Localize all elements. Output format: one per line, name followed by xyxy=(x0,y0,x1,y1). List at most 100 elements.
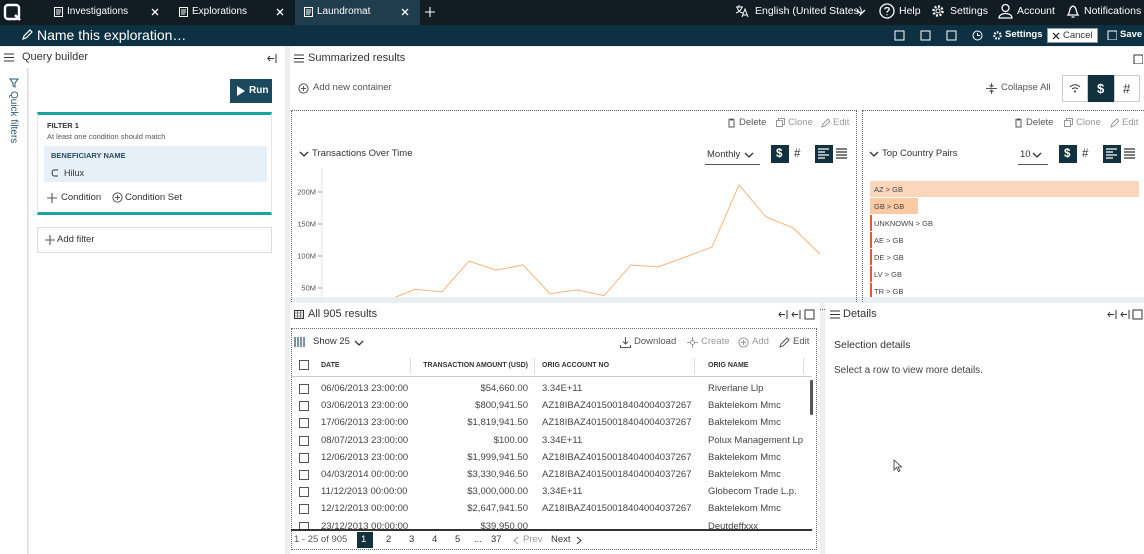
page-link[interactable]: 3 xyxy=(409,534,415,545)
table-cell: Globecom Trade L.p. xyxy=(708,486,797,498)
table-action[interactable]: Create xyxy=(701,336,730,347)
notifications[interactable]: Notifications xyxy=(1084,5,1142,17)
row-checkbox[interactable] xyxy=(299,418,309,429)
table-action[interactable]: Add xyxy=(752,336,769,347)
help[interactable]: Help xyxy=(899,5,921,17)
checkbox[interactable] xyxy=(299,360,309,370)
details-icon xyxy=(830,310,840,319)
page-link[interactable]: 5 xyxy=(455,534,461,545)
table-cell: Baktelekom Mmc xyxy=(708,417,781,429)
column-header[interactable]: DATE xyxy=(321,362,340,369)
scrollbar xyxy=(810,380,813,415)
count-button[interactable] xyxy=(789,145,807,163)
maximize-icon[interactable] xyxy=(804,309,815,320)
container-action[interactable]: Clone xyxy=(1076,117,1101,128)
column-header[interactable]: TRANSACTION AMOUNT (USD) xyxy=(423,362,528,369)
tab[interactable]: Laundromat xyxy=(317,6,371,17)
toggle-signal[interactable] xyxy=(1062,75,1088,102)
page-link[interactable]: 2 xyxy=(386,534,392,545)
page-link[interactable]: 1 xyxy=(361,534,367,545)
container-action[interactable]: Clone xyxy=(788,117,813,128)
new-tab[interactable] xyxy=(425,7,435,17)
container-action[interactable]: Edit xyxy=(833,117,850,128)
toolbar-icon[interactable] xyxy=(894,30,905,41)
account[interactable]: Account xyxy=(1017,5,1055,17)
collapse-chevron[interactable] xyxy=(299,150,309,158)
add-condition-set[interactable]: Condition Set xyxy=(125,192,183,203)
page-size[interactable]: Show 25 xyxy=(313,336,350,347)
add-container[interactable]: Add new container xyxy=(313,82,392,93)
tab-close-part xyxy=(151,8,159,16)
toggle-count[interactable] xyxy=(1114,75,1140,102)
tab-close[interactable] xyxy=(151,8,159,16)
row-checkbox[interactable] xyxy=(299,487,309,498)
toolbar-icon[interactable] xyxy=(920,30,931,41)
action-icon xyxy=(1015,118,1022,128)
collapse-all[interactable]: Collapse All xyxy=(1001,82,1051,93)
cancel-label[interactable]: Cancel xyxy=(1063,29,1093,41)
table-action[interactable]: Download xyxy=(634,336,677,347)
toolbar-gear xyxy=(993,31,1002,40)
tab[interactable]: Investigations xyxy=(67,6,129,17)
condition-box[interactable] xyxy=(44,146,267,182)
tab-active xyxy=(295,0,420,25)
count-button[interactable] xyxy=(1077,145,1095,163)
row-checkbox[interactable] xyxy=(299,470,309,480)
action-icon xyxy=(776,118,785,127)
language[interactable]: English (United States) xyxy=(755,5,863,17)
quick-filters[interactable]: Quick filters xyxy=(8,91,19,144)
run-label[interactable]: Run xyxy=(249,85,269,96)
collapse-icon[interactable] xyxy=(267,54,277,63)
currency-button[interactable] xyxy=(1059,145,1077,163)
tab[interactable]: Explorations xyxy=(192,6,248,17)
list-icon-part xyxy=(294,54,304,63)
page-link[interactable]: ... xyxy=(474,534,482,545)
add-condition[interactable]: Condition xyxy=(61,192,102,203)
selector-underline xyxy=(1018,164,1048,165)
table-cell: 3.34E+11 xyxy=(542,486,583,498)
tab-close[interactable] xyxy=(276,8,284,16)
panel-arrow-icon[interactable] xyxy=(1107,310,1117,319)
row-checkbox[interactable] xyxy=(299,435,309,446)
toolbar-icon[interactable] xyxy=(972,30,983,41)
chart-selector[interactable]: Monthly xyxy=(707,148,741,160)
tab-close[interactable] xyxy=(401,8,409,16)
columns-icon[interactable] xyxy=(294,337,306,347)
page-link[interactable]: 4 xyxy=(432,534,438,545)
table-action[interactable]: Edit xyxy=(793,336,810,347)
row-checkbox[interactable] xyxy=(299,452,309,463)
column-header[interactable]: ORIG ACCOUNT NO xyxy=(542,362,610,369)
add-filter-box[interactable] xyxy=(37,227,272,253)
action-icon xyxy=(821,118,830,128)
row-checkbox[interactable] xyxy=(299,401,309,412)
container-action[interactable]: Delete xyxy=(739,117,767,128)
toggle-currency[interactable] xyxy=(1088,75,1114,102)
cancel-button[interactable] xyxy=(1047,28,1098,43)
container-action[interactable]: Delete xyxy=(1026,117,1054,128)
toolbar-icon[interactable] xyxy=(946,30,957,41)
settings-button[interactable]: Settings xyxy=(1005,29,1043,40)
page-link[interactable]: 37 xyxy=(491,534,502,545)
prev-page[interactable]: Prev xyxy=(523,534,543,545)
row-checkbox[interactable] xyxy=(299,521,309,530)
save-button[interactable]: Save xyxy=(1120,29,1143,40)
action-icon-part xyxy=(620,337,631,348)
panel-arrow-icon[interactable] xyxy=(778,310,788,319)
action-icon xyxy=(738,337,749,348)
exploration-title[interactable]: Name this exploration… xyxy=(37,27,187,43)
maximize-icon[interactable] xyxy=(1132,309,1143,320)
maximize-icon[interactable] xyxy=(1133,54,1143,64)
panel-arrow-icon[interactable] xyxy=(1120,310,1130,319)
panel-arrow-icon[interactable] xyxy=(791,310,801,319)
container-action[interactable]: Edit xyxy=(1122,117,1139,128)
column-header[interactable]: ORIG NAME xyxy=(708,362,749,369)
row-checkbox[interactable] xyxy=(299,504,309,515)
settings[interactable]: Settings xyxy=(950,5,988,17)
next-page[interactable]: Next xyxy=(551,534,571,545)
filter-subtitle: At least one condition should match xyxy=(47,132,166,141)
row-checkbox[interactable] xyxy=(299,384,309,394)
collapse-chevron[interactable] xyxy=(869,150,879,158)
chart-selector[interactable]: 10 xyxy=(1020,148,1031,160)
currency-button[interactable] xyxy=(771,145,789,163)
add-filter[interactable]: Add filter xyxy=(57,234,95,245)
